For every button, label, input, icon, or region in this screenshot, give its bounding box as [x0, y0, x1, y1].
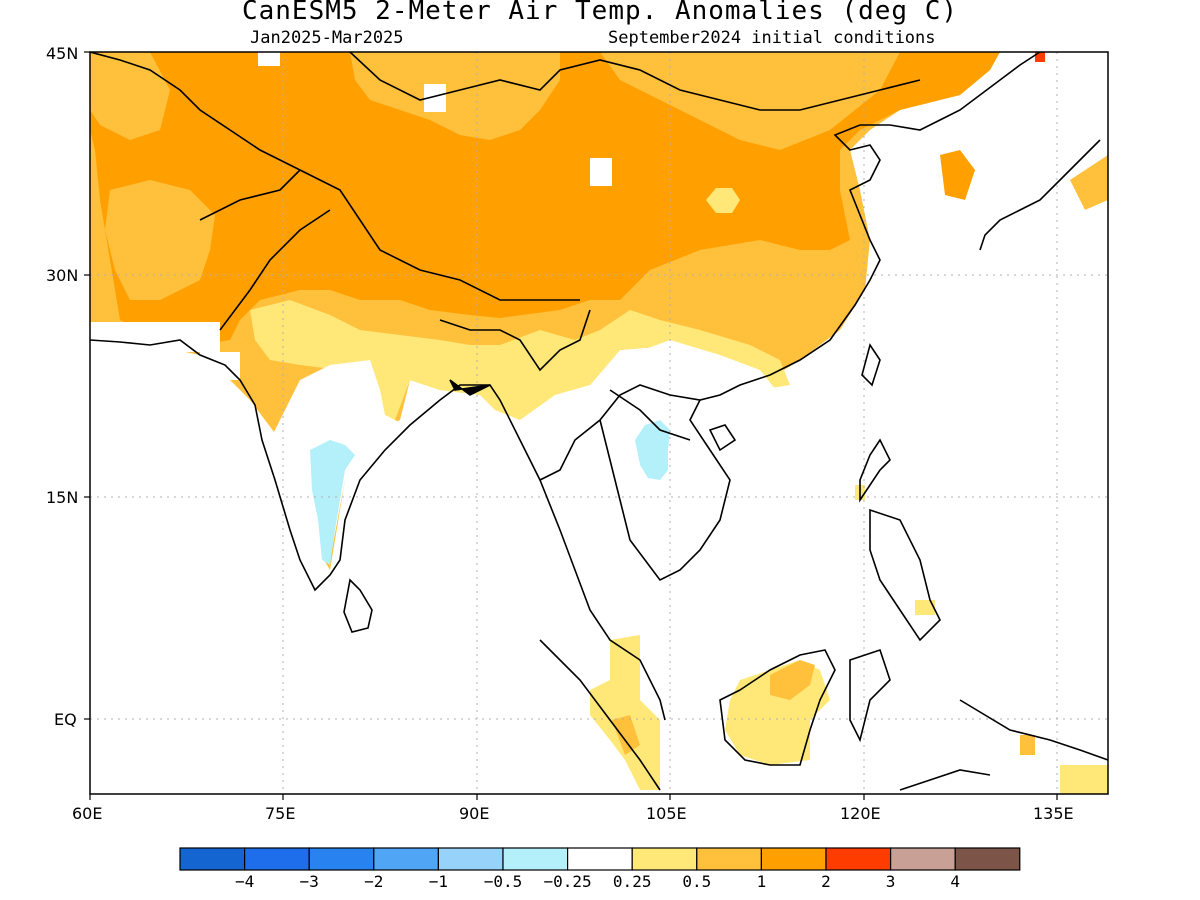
anomaly-region-16	[612, 715, 640, 755]
anomaly-region-17	[1060, 765, 1108, 794]
colorbar-tick-label: 1	[756, 872, 767, 891]
init-conditions-subtitle: September2024 initial conditions	[608, 28, 936, 48]
colorbar-swatch	[502, 847, 569, 871]
colorbar-tick-label: 0.25	[612, 872, 652, 891]
colorbar-tick-label: 2	[821, 872, 831, 891]
mask-4	[90, 322, 220, 352]
anomaly-region-22	[940, 150, 975, 200]
colorbar-tick-label: −0.25	[543, 872, 592, 891]
colorbar-tick-label: −3	[299, 872, 319, 891]
colorbar-swatch	[760, 847, 827, 871]
colorbar-swatch	[244, 847, 310, 871]
colorbar-swatch	[179, 847, 246, 871]
anomaly-region-18	[1020, 735, 1035, 755]
anomaly-region-8	[250, 300, 790, 425]
colorbar-tick-label: −1	[428, 872, 449, 891]
colorbar-tick-label: −0.5	[483, 872, 523, 891]
lon-label-60e: 60E	[72, 804, 103, 823]
lat-label-45n: 45N	[46, 44, 79, 63]
anomaly-region-3	[350, 52, 560, 140]
lon-label-135e: 135E	[1033, 804, 1074, 823]
period-subtitle: Jan2025-Mar2025	[250, 28, 404, 48]
colorbar-swatch	[825, 847, 892, 871]
coastlines	[90, 52, 1108, 791]
colorbar-swatch	[696, 847, 762, 871]
colorbar-swatch	[889, 847, 956, 871]
lon-label-120e: 120E	[840, 804, 881, 823]
lat-label-15n: 15N	[46, 488, 79, 507]
map-frame	[89, 51, 1109, 795]
mask-2	[590, 158, 612, 186]
colorbar-tick-label: −2	[364, 872, 384, 891]
anomaly-region-6	[105, 180, 215, 300]
anomaly-region-10	[600, 340, 780, 400]
lat-label-30n: 30N	[46, 266, 79, 285]
lon-label-90e: 90E	[459, 804, 490, 823]
colorbar-swatch	[954, 847, 1021, 871]
colorbar-swatch	[373, 847, 439, 871]
anomaly-region-11	[310, 440, 355, 565]
lon-label-105e: 105E	[646, 804, 687, 823]
colorbar-swatch	[566, 847, 633, 871]
colorbar-tick-label: 3	[885, 872, 896, 891]
lat-label-eq: EQ	[54, 710, 77, 729]
anomaly-region-7	[706, 188, 740, 213]
mask-1	[424, 84, 446, 112]
colorbar	[179, 847, 1021, 871]
anomaly-region-15	[590, 635, 660, 790]
anomaly-region-4	[90, 52, 170, 140]
colorbar-swatch	[308, 847, 375, 871]
anomaly-region-21	[1070, 155, 1108, 210]
anomaly-fields	[90, 52, 1108, 794]
anomaly-region-5	[600, 52, 900, 150]
mask-3	[258, 52, 280, 66]
colorbar-tick-label: −4	[234, 872, 255, 891]
colorbar-tick-label: 0.5	[682, 872, 712, 891]
map-title: CanESM5 2-Meter Air Temp. Anomalies (deg…	[241, 0, 959, 26]
axis-ticks	[84, 51, 1058, 800]
lon-label-75e: 75E	[265, 804, 296, 823]
anomaly-region-12	[635, 420, 670, 480]
colorbar-tick-label: 4	[950, 872, 961, 891]
mask-5	[200, 352, 240, 380]
anomaly-region-14	[770, 660, 815, 700]
anomaly-region-19	[915, 600, 935, 615]
colorbar-swatch	[631, 847, 698, 871]
colorbar-swatch	[437, 847, 504, 871]
